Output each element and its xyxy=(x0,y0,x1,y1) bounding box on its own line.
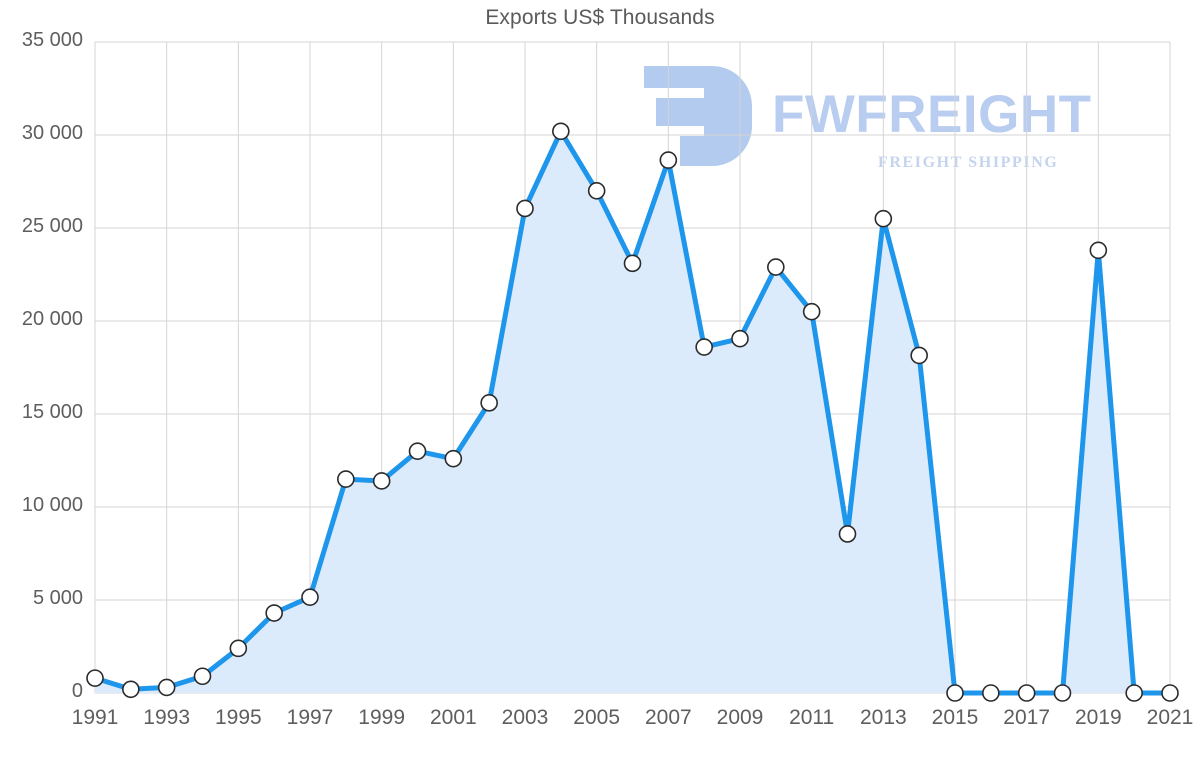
x-axis-tick-label: 2015 xyxy=(931,706,979,729)
data-point-marker[interactable] xyxy=(122,680,140,699)
y-axis-tick-label: 35 000 xyxy=(21,29,83,51)
data-point-marker[interactable] xyxy=(1017,684,1036,702)
data-point-marker[interactable] xyxy=(767,258,785,276)
x-axis-tick-label: 2007 xyxy=(644,706,692,729)
data-point-marker[interactable] xyxy=(408,442,427,461)
y-axis-tick-label: 25 000 xyxy=(21,215,83,237)
y-axis-tick-label: 10 000 xyxy=(21,494,83,516)
y-axis-tick-label: 0 xyxy=(71,680,83,702)
x-axis-tick-label: 1991 xyxy=(71,706,119,729)
data-point-marker[interactable] xyxy=(372,472,391,490)
data-point-marker[interactable] xyxy=(552,122,570,141)
data-point-marker[interactable] xyxy=(337,470,355,488)
x-axis-tick-label: 2001 xyxy=(429,706,477,729)
data-point-marker[interactable] xyxy=(623,254,642,273)
y-axis-tick-label: 20 000 xyxy=(21,308,83,330)
data-point-marker[interactable] xyxy=(480,394,498,412)
y-axis-tick-label: 15 000 xyxy=(21,401,83,423)
data-point-marker[interactable] xyxy=(444,449,463,468)
y-axis-tick-label: 5 000 xyxy=(32,587,83,609)
data-point-marker[interactable] xyxy=(516,199,534,218)
data-point-marker[interactable] xyxy=(910,346,928,365)
data-point-marker[interactable] xyxy=(86,669,104,687)
data-point-marker[interactable] xyxy=(229,639,248,658)
data-point-marker[interactable] xyxy=(802,302,821,321)
x-axis-tick-label: 2019 xyxy=(1074,706,1122,729)
x-axis-tick-label: 1993 xyxy=(143,706,191,729)
x-axis-tick-label: 2003 xyxy=(501,706,549,729)
area-fill xyxy=(95,131,1170,693)
data-point-marker[interactable] xyxy=(265,604,283,622)
x-axis-tick-label: 2005 xyxy=(573,706,621,729)
x-axis-tick-label: 1999 xyxy=(358,706,406,729)
data-point-marker[interactable] xyxy=(587,182,606,200)
x-axis-tick-label: 2011 xyxy=(789,706,835,729)
data-point-marker[interactable] xyxy=(1125,684,1143,702)
x-axis-tick-label: 2017 xyxy=(1003,706,1051,729)
data-point-marker[interactable] xyxy=(1161,684,1179,702)
data-point-marker[interactable] xyxy=(695,338,713,356)
x-axis-tick-label: 2013 xyxy=(859,706,907,729)
x-axis-tick-label: 1997 xyxy=(286,706,334,729)
data-point-markers xyxy=(86,122,1179,702)
data-point-marker[interactable] xyxy=(731,329,749,348)
chart-title: Exports US$ Thousands xyxy=(485,6,715,29)
y-axis-tick-label: 30 000 xyxy=(21,122,83,144)
data-point-marker[interactable] xyxy=(982,684,1000,702)
data-point-marker[interactable] xyxy=(1053,684,1072,702)
data-point-marker[interactable] xyxy=(193,667,212,686)
x-axis-tick-label: 2009 xyxy=(716,706,764,729)
data-point-marker[interactable] xyxy=(946,684,964,702)
data-point-marker[interactable] xyxy=(838,525,857,543)
x-axis-tick-label: 1995 xyxy=(214,706,262,729)
x-axis-tick-label: 2021 xyxy=(1146,706,1194,729)
data-point-marker[interactable] xyxy=(1089,241,1108,260)
data-point-marker[interactable] xyxy=(659,151,678,169)
data-point-marker[interactable] xyxy=(301,588,319,607)
data-point-marker[interactable] xyxy=(157,678,176,697)
data-point-marker[interactable] xyxy=(874,209,893,228)
